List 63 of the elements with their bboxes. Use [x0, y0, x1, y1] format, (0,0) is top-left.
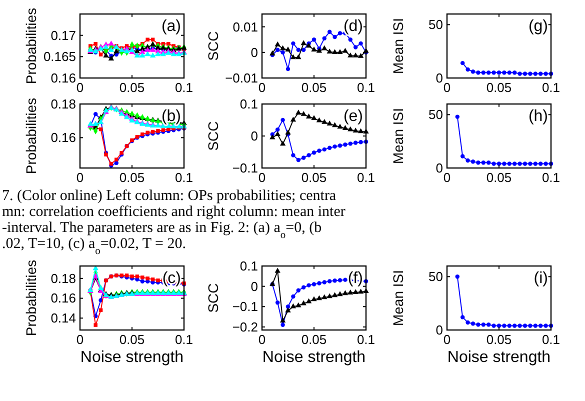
- y-tick-label: −0.2: [232, 319, 258, 334]
- x-axis-title: Noise strength: [262, 349, 366, 366]
- annotation: (a): [161, 18, 181, 35]
- x-tick-label: 0.1: [356, 170, 376, 185]
- y-tick-label: 0.18: [50, 96, 76, 112]
- y-tick-label: 0: [436, 160, 443, 176]
- y-tick-label: 0.01: [232, 19, 258, 34]
- y-tick-label: 0.16: [50, 130, 76, 146]
- annotation: (h): [528, 108, 548, 125]
- y-tick-label: 0.1: [240, 96, 258, 112]
- x-tick-label: 0.05: [486, 332, 512, 347]
- y-tick-label: 0: [250, 278, 258, 294]
- y-tick-label: 0.17: [50, 28, 76, 43]
- x-tick-label: 0.1: [356, 332, 376, 347]
- y-tick-label: 0.1: [240, 258, 258, 274]
- annotation: (g): [528, 18, 548, 35]
- x-tick-label: 0.1: [174, 170, 194, 185]
- y-tick-label: 0.16: [50, 70, 76, 86]
- x-tick-label: 0.05: [119, 80, 145, 95]
- x-tick-label: 0.05: [486, 170, 512, 185]
- x-tick-label: 0.05: [301, 332, 327, 347]
- x-tick-label: 0.05: [119, 170, 145, 185]
- annotation: (e): [343, 108, 363, 125]
- y-tick-label: 50: [428, 17, 443, 32]
- y-axis-title: SCC: [205, 31, 221, 61]
- y-axis-title: Probabilities: [23, 260, 39, 336]
- y-axis-title: SCC: [205, 283, 221, 313]
- x-axis-title: Noise strength: [80, 349, 184, 366]
- y-tick-label: 0.16: [50, 290, 76, 306]
- y-tick-label: 0.14: [50, 310, 76, 326]
- x-tick-label: 0.05: [486, 80, 512, 95]
- y-axis-title: SCC: [205, 121, 221, 151]
- y-tick-label: 0: [250, 128, 258, 144]
- annotation: (b): [161, 108, 181, 125]
- x-tick-label: 0.05: [301, 80, 327, 95]
- y-axis-title: Probabilities: [23, 98, 39, 174]
- y-tick-label: 0.165: [43, 49, 76, 64]
- y-axis-title: Mean ISI: [390, 108, 406, 164]
- x-axis-title: Noise strength: [447, 349, 551, 366]
- x-tick-label: 0.1: [174, 80, 194, 95]
- y-axis-title: Mean ISI: [390, 18, 406, 74]
- text: mn: correlation coefficients and right column: mean inter: [2, 204, 346, 220]
- y-tick-label: 0: [436, 70, 443, 86]
- y-tick-label: 0.18: [50, 270, 76, 286]
- y-tick-label: 50: [428, 269, 443, 284]
- x-tick-label: 0.05: [301, 170, 327, 185]
- x-tick-label: 0.1: [356, 80, 376, 95]
- annotation: (i): [534, 270, 548, 287]
- x-tick-label: 0.1: [542, 80, 560, 95]
- y-tick-label: 0: [436, 322, 443, 338]
- x-tick-label: 0.05: [119, 332, 145, 347]
- x-tick-label: 0.1: [542, 170, 560, 185]
- y-tick-label: −0.1: [232, 160, 258, 176]
- x-tick-label: 0.1: [174, 332, 194, 347]
- x-tick-label: 0.1: [542, 332, 560, 347]
- annotation: (d): [343, 18, 363, 35]
- y-tick-label: 0: [250, 44, 258, 60]
- y-tick-label: −0.1: [232, 299, 258, 314]
- text: 7. (Color online) Left column: OPs probabilities; centra: [2, 188, 336, 204]
- y-axis-title: Probabilities: [23, 8, 39, 84]
- y-tick-label: −0.01: [225, 70, 258, 86]
- y-tick-label: 50: [428, 107, 443, 122]
- y-axis-title: Mean ISI: [390, 270, 406, 326]
